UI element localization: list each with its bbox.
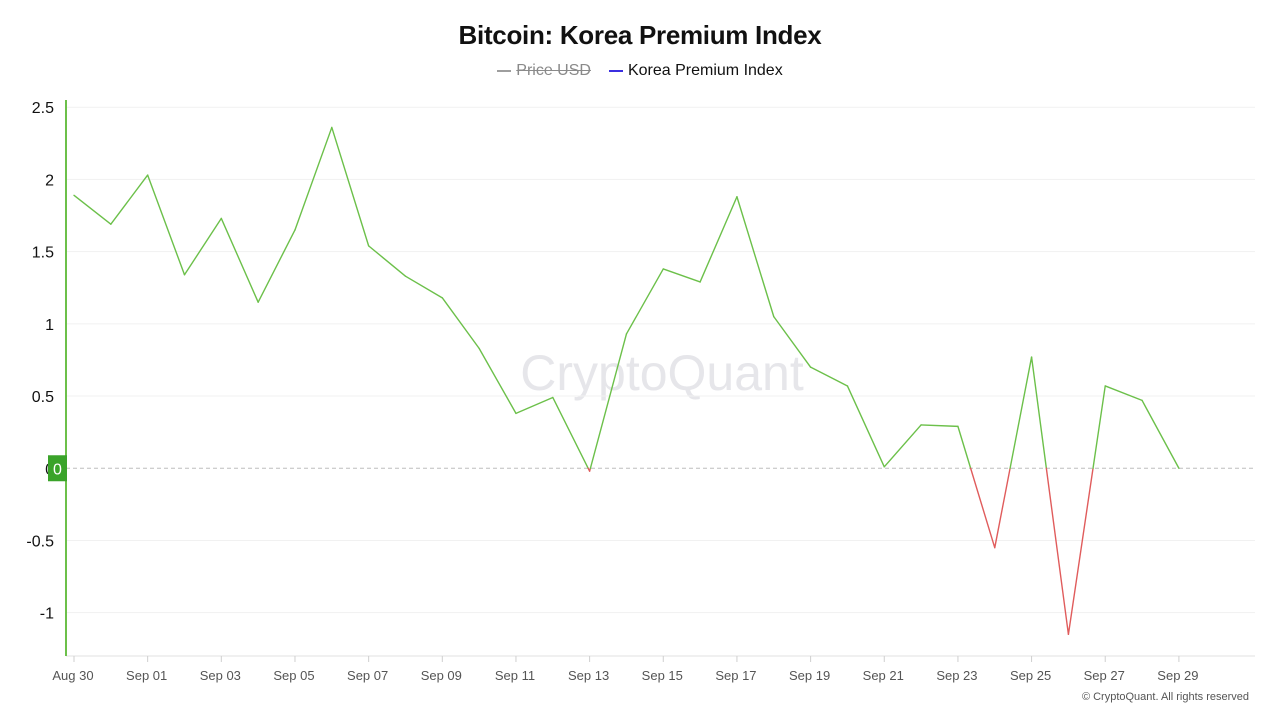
x-tick-label: Sep 13 — [568, 668, 609, 683]
legend-item-korea-premium-index[interactable]: Korea Premium Index — [608, 62, 783, 80]
x-tick-label: Aug 30 — [52, 668, 93, 683]
series-line-segment — [404, 275, 443, 299]
y-tick-label: 2.5 — [32, 100, 54, 117]
x-tick-label: Sep 15 — [642, 668, 683, 683]
series-line-segment — [331, 126, 370, 247]
series-line-segment — [773, 315, 812, 368]
series-line-segment — [1092, 385, 1106, 469]
series-line-segment — [367, 245, 407, 277]
y-tick-label: 2 — [45, 172, 54, 189]
series-line-segment — [257, 229, 296, 303]
series-line-segment — [994, 467, 1011, 549]
series-line-segment — [441, 297, 480, 350]
x-tick-label: Sep 25 — [1010, 668, 1051, 683]
legend-item-price-usd[interactable]: Price USD — [497, 62, 591, 80]
series-line-segment — [589, 333, 628, 469]
series-line-segment — [183, 217, 223, 276]
series-line-segment — [1045, 467, 1070, 636]
series-line-segment — [1104, 385, 1143, 402]
x-tick-label: Sep 07 — [347, 668, 388, 683]
series-line-segment — [1030, 356, 1048, 469]
x-tick-label: Sep 01 — [126, 668, 167, 683]
y-tick-label: 1.5 — [32, 245, 54, 262]
legend-swatch-price-usd — [497, 70, 512, 72]
x-tick-label: Sep 09 — [421, 668, 462, 683]
chart-title: Bitcoin: Korea Premium Index — [458, 20, 822, 50]
y-tick-label: -1 — [40, 606, 54, 623]
series-line-segment — [552, 396, 589, 469]
series-line-segment — [662, 268, 701, 283]
series-line-segment — [883, 424, 922, 468]
legend-label-price-usd: Price USD — [516, 62, 591, 79]
series-line-segment — [146, 174, 186, 276]
series-line-segment — [920, 424, 959, 428]
series-line-segment — [1009, 356, 1033, 469]
x-tick-label: Sep 17 — [715, 668, 756, 683]
series-line-segment — [846, 385, 885, 468]
series-line-segment — [957, 425, 972, 469]
x-tick-label: Sep 05 — [273, 668, 314, 683]
x-tick-label: Sep 11 — [495, 668, 535, 683]
series-line-segment — [736, 196, 775, 318]
y-tick-label: 0.5 — [32, 389, 54, 406]
series-line-segment — [809, 366, 849, 387]
series-line-segment — [73, 194, 112, 225]
x-tick-label: Sep 03 — [200, 668, 241, 683]
series-line-segment — [478, 347, 517, 415]
y-tick-label: 1 — [45, 317, 54, 334]
x-tick-label: Sep 29 — [1157, 668, 1198, 683]
series-line-segment — [969, 467, 996, 549]
series-line-segment — [1067, 467, 1094, 636]
legend-label-korea-premium-index: Korea Premium Index — [627, 62, 783, 79]
watermark-text: CryptoQuant — [520, 345, 804, 401]
x-tick-label: Sep 19 — [789, 668, 830, 683]
y-tick-label: -0.5 — [26, 533, 54, 550]
series-line-segment — [110, 174, 149, 225]
legend-swatch-korea-premium-index — [608, 70, 623, 72]
copyright-notice: © CryptoQuant. All rights reserved — [1081, 691, 1249, 703]
x-tick-label: Sep 27 — [1084, 668, 1125, 683]
x-tick-label: Sep 21 — [863, 668, 904, 683]
series-line-segment — [294, 126, 333, 231]
series-line-segment — [1141, 399, 1180, 469]
zero-value-badge-label: 0 — [53, 461, 62, 478]
series-line-segment — [625, 268, 664, 335]
series-line-segment — [220, 217, 259, 303]
series-line-segment — [699, 196, 738, 283]
x-tick-label: Sep 23 — [936, 668, 977, 683]
chart-legend: Price USD Korea Premium Index — [0, 62, 1280, 80]
zero-value-badge — [48, 455, 67, 482]
series-line-segment — [515, 396, 554, 415]
